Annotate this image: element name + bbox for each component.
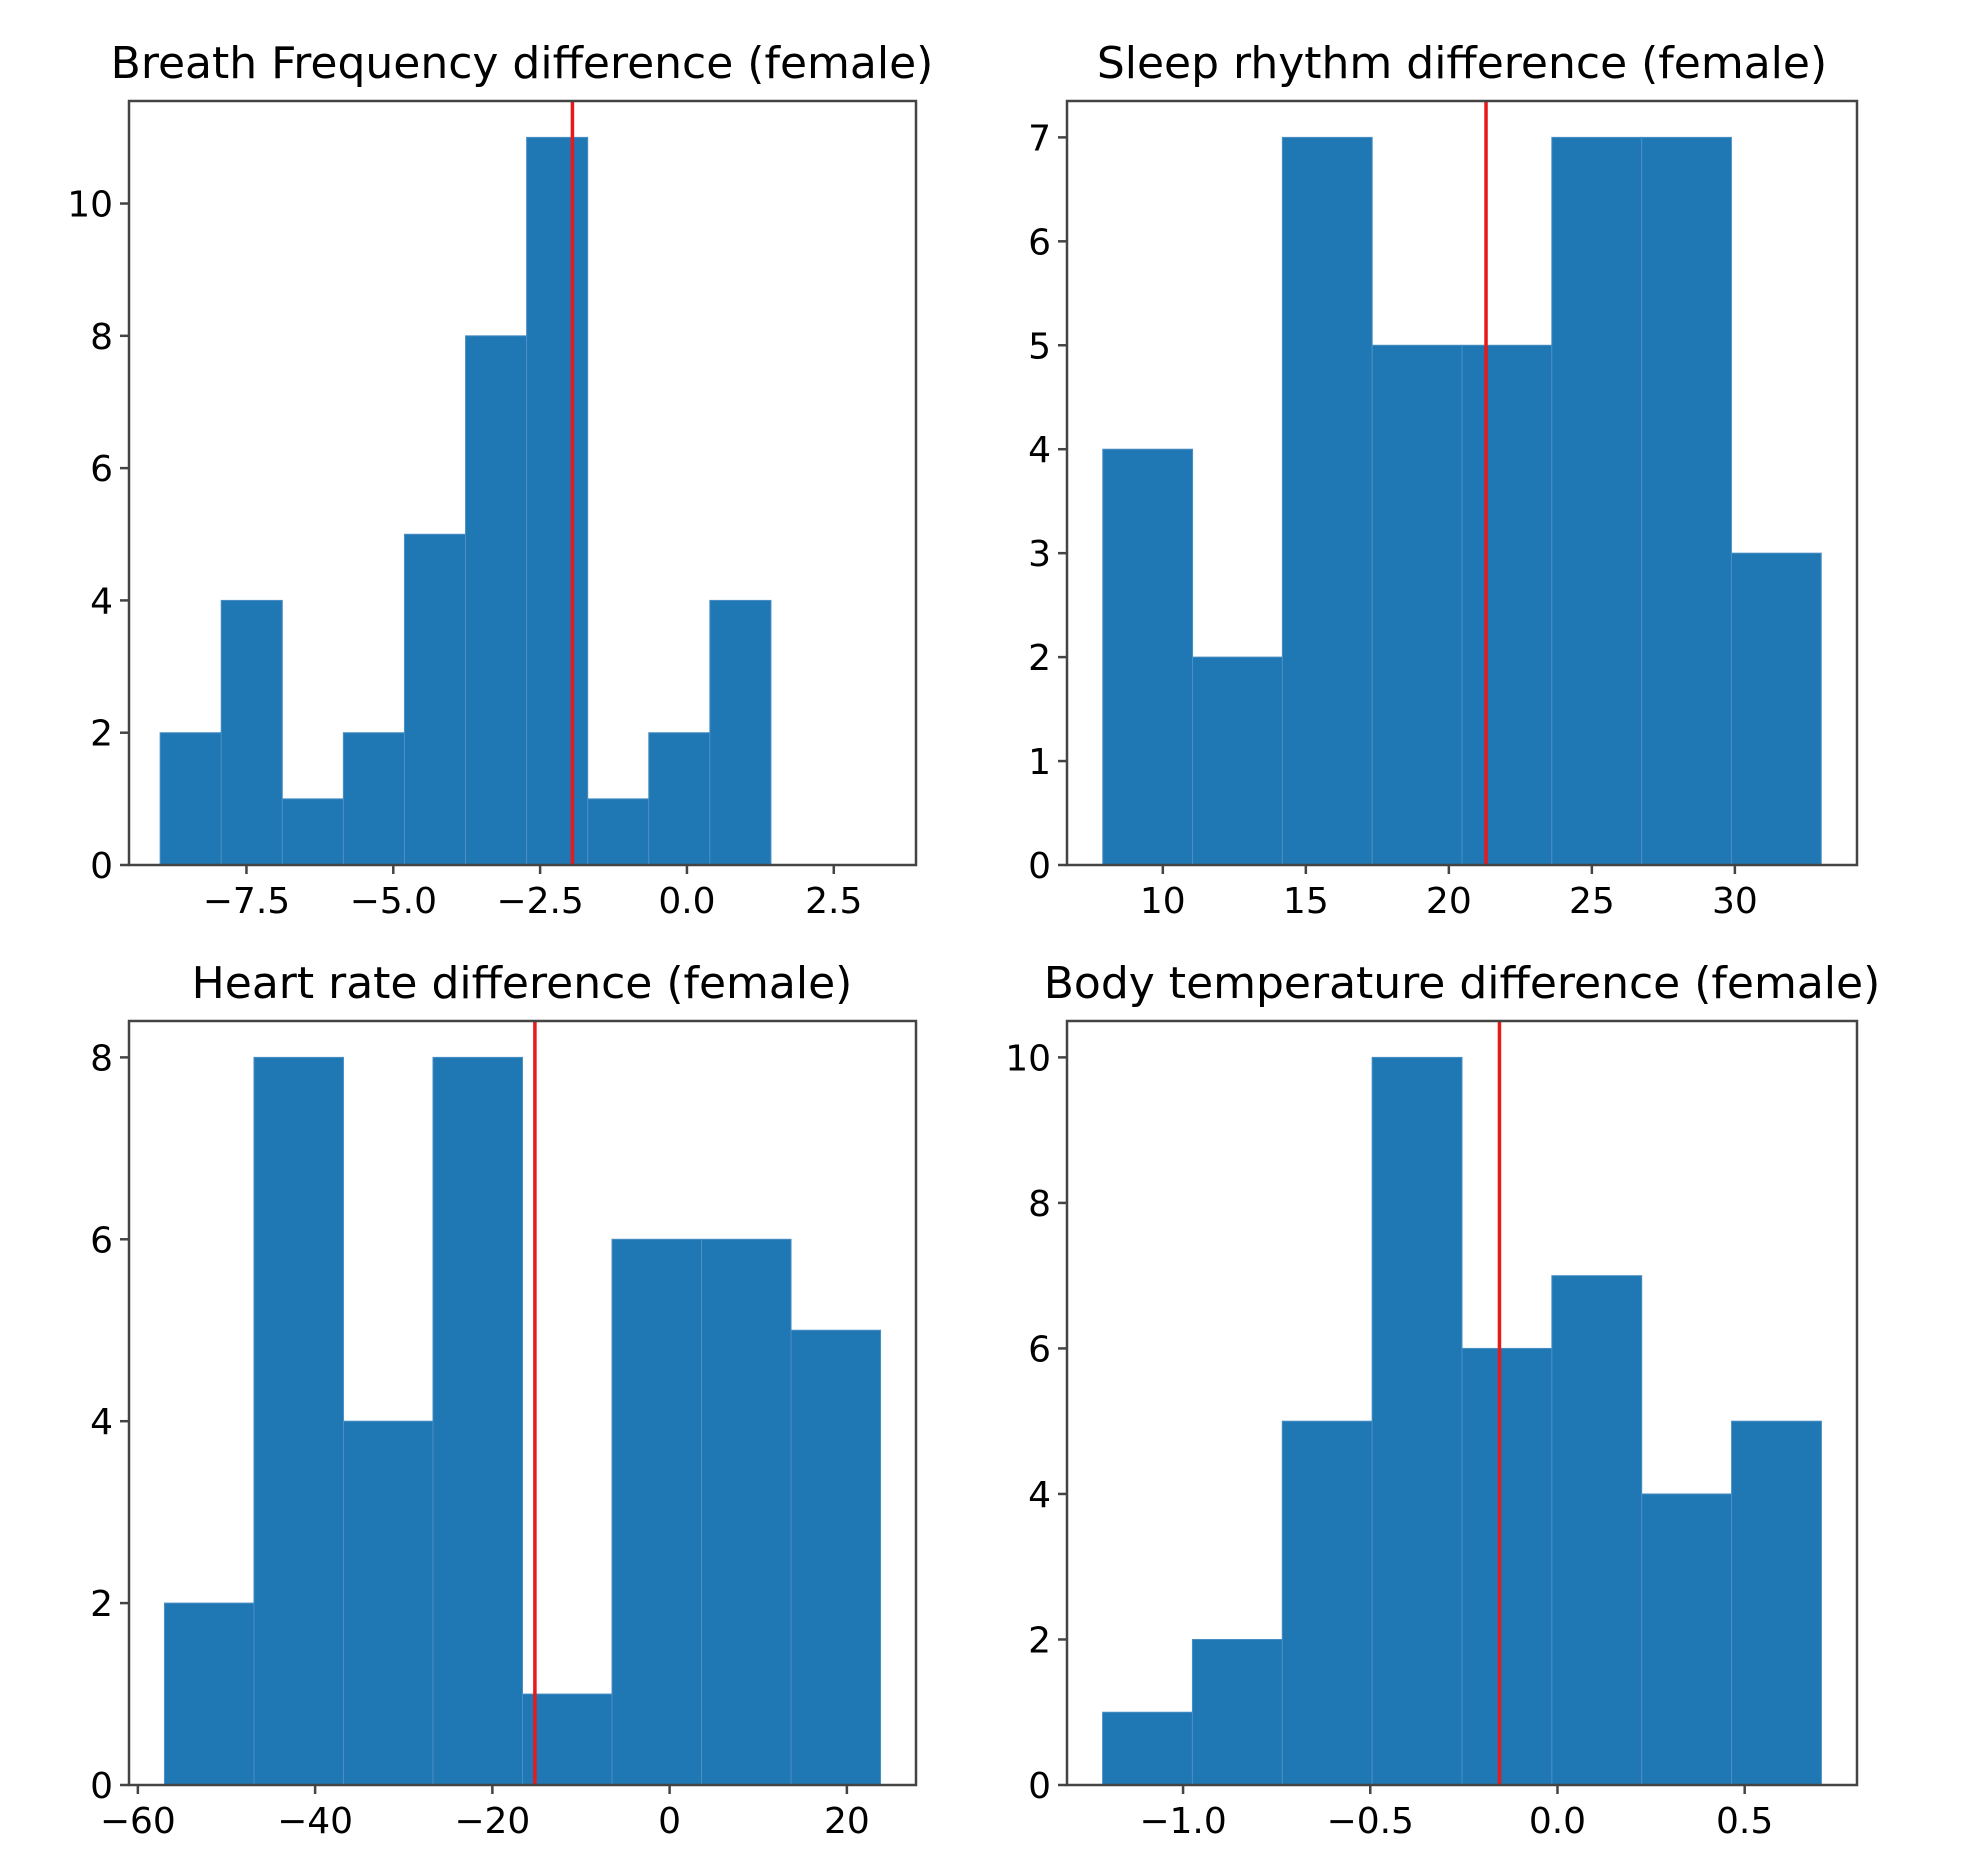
histogram-bar bbox=[1191, 1638, 1283, 1786]
histogram-bar bbox=[403, 533, 467, 866]
histogram-bar bbox=[701, 1238, 792, 1786]
histogram-bar bbox=[522, 1693, 613, 1786]
y-tick-label: 4 bbox=[90, 581, 113, 622]
histogram-bar bbox=[1730, 552, 1822, 866]
histogram-bar bbox=[1551, 136, 1643, 866]
y-tick-label: 6 bbox=[1028, 222, 1051, 263]
y-tick-label: 4 bbox=[1028, 430, 1051, 471]
y-tick-label: 4 bbox=[1028, 1475, 1051, 1516]
y-tick-label: 8 bbox=[90, 317, 113, 358]
histogram-bar bbox=[159, 732, 222, 866]
histogram-bar bbox=[1102, 1711, 1193, 1786]
y-tick-label: 0 bbox=[1028, 1766, 1051, 1807]
histogram-bar bbox=[790, 1329, 882, 1786]
x-tick-label: 30 bbox=[1712, 881, 1758, 922]
chart-title: Heart rate difference (female) bbox=[192, 958, 853, 1009]
histogram-bar bbox=[220, 599, 283, 866]
x-tick-label: −2.5 bbox=[496, 881, 583, 922]
axes-frame bbox=[1065, 1019, 1859, 1787]
axes-frame bbox=[127, 1019, 918, 1787]
x-tick-label: 25 bbox=[1569, 881, 1615, 922]
histogram-bar bbox=[1551, 1275, 1643, 1786]
histogram-bar bbox=[709, 599, 772, 866]
axes-frame bbox=[127, 99, 918, 867]
histogram-bar bbox=[342, 1420, 434, 1786]
subplot-4: −1.0 −0.5 0.0 0.5 0 2 4 6 8 10 Body temperature di… bbox=[1005, 958, 1880, 1842]
subplot-1: −7.5 −5.0 −2.5 0.0 2.5 0 2 4 6 8 10 Breath Frequenc… bbox=[67, 38, 933, 922]
y-tick-label: 0 bbox=[90, 846, 113, 887]
y-tick-label: 10 bbox=[1005, 1038, 1051, 1079]
histogram-bar bbox=[1461, 1347, 1553, 1786]
histogram-bar bbox=[465, 335, 528, 866]
x-tick-label: 20 bbox=[824, 1801, 870, 1842]
histogram-bar bbox=[587, 798, 650, 866]
histogram-bar bbox=[342, 732, 405, 866]
x-tick-label: −0.5 bbox=[1327, 1801, 1414, 1842]
histogram-bar bbox=[253, 1056, 344, 1786]
y-tick-label: 5 bbox=[1028, 326, 1051, 367]
x-tick-label: 0.5 bbox=[1716, 1801, 1773, 1842]
histogram-bar bbox=[1281, 136, 1373, 866]
x-tick-label: 0 bbox=[658, 1801, 681, 1842]
x-tick-label: −5.0 bbox=[350, 881, 437, 922]
chart-title: Sleep rhythm difference (female) bbox=[1097, 38, 1827, 89]
y-tick-label: 2 bbox=[90, 714, 113, 755]
chart-title: Body temperature difference (female) bbox=[1044, 958, 1881, 1009]
x-tick-label: −40 bbox=[277, 1801, 353, 1842]
x-tick-label: −60 bbox=[100, 1801, 176, 1842]
histogram-bar bbox=[648, 732, 711, 866]
histogram-bar bbox=[1461, 344, 1553, 866]
histogram-bar bbox=[1731, 1420, 1822, 1786]
x-tick-label: −20 bbox=[454, 1801, 530, 1842]
y-tick-label: 10 bbox=[67, 185, 113, 226]
histogram-bar bbox=[1102, 448, 1194, 866]
axes-frame bbox=[1065, 99, 1859, 867]
subplot-2: 10 15 20 25 30 0 1 2 3 4 5 6 7 Sleep rhythm differenc… bbox=[1028, 38, 1859, 922]
histogram-bar bbox=[1371, 1056, 1463, 1786]
histogram-bar bbox=[432, 1056, 523, 1786]
x-tick-label: 0.0 bbox=[658, 881, 715, 922]
y-tick-label: 1 bbox=[1028, 742, 1051, 783]
chart-title: Breath Frequency difference (female) bbox=[111, 38, 934, 89]
y-tick-label: 7 bbox=[1028, 118, 1051, 159]
subplot-3: −60 −40 −20 0 20 0 2 4 6 8 Heart rate difference (… bbox=[90, 958, 918, 1842]
x-tick-label: 20 bbox=[1426, 881, 1472, 922]
y-tick-label: 6 bbox=[90, 449, 113, 490]
histogram-bar bbox=[163, 1602, 255, 1786]
y-tick-label: 0 bbox=[1028, 846, 1051, 887]
y-tick-label: 3 bbox=[1028, 534, 1051, 575]
x-tick-label: 0.0 bbox=[1529, 1801, 1586, 1842]
histogram-bar bbox=[1192, 656, 1283, 866]
histogram-bar bbox=[1641, 1493, 1733, 1786]
x-tick-label: −7.5 bbox=[203, 881, 290, 922]
histogram-bar bbox=[611, 1238, 703, 1786]
y-tick-label: 8 bbox=[1028, 1184, 1051, 1225]
histogram-bar bbox=[1371, 344, 1463, 866]
x-tick-label: −1.0 bbox=[1139, 1801, 1226, 1842]
histogram-bar bbox=[1281, 1420, 1373, 1786]
y-tick-label: 6 bbox=[90, 1220, 113, 1261]
y-tick-label: 2 bbox=[1028, 1620, 1051, 1661]
y-tick-label: 2 bbox=[1028, 638, 1051, 679]
y-tick-label: 0 bbox=[90, 1766, 113, 1807]
y-tick-label: 2 bbox=[90, 1584, 113, 1625]
x-tick-label: 15 bbox=[1283, 881, 1329, 922]
x-tick-label: 10 bbox=[1140, 881, 1186, 922]
y-tick-label: 6 bbox=[1028, 1329, 1051, 1370]
x-tick-label: 2.5 bbox=[805, 881, 862, 922]
y-tick-label: 8 bbox=[90, 1038, 113, 1079]
histogram-bar bbox=[1641, 136, 1732, 866]
histogram-bar bbox=[281, 798, 344, 866]
y-tick-label: 4 bbox=[90, 1402, 113, 1443]
histogram-bar bbox=[526, 136, 589, 866]
